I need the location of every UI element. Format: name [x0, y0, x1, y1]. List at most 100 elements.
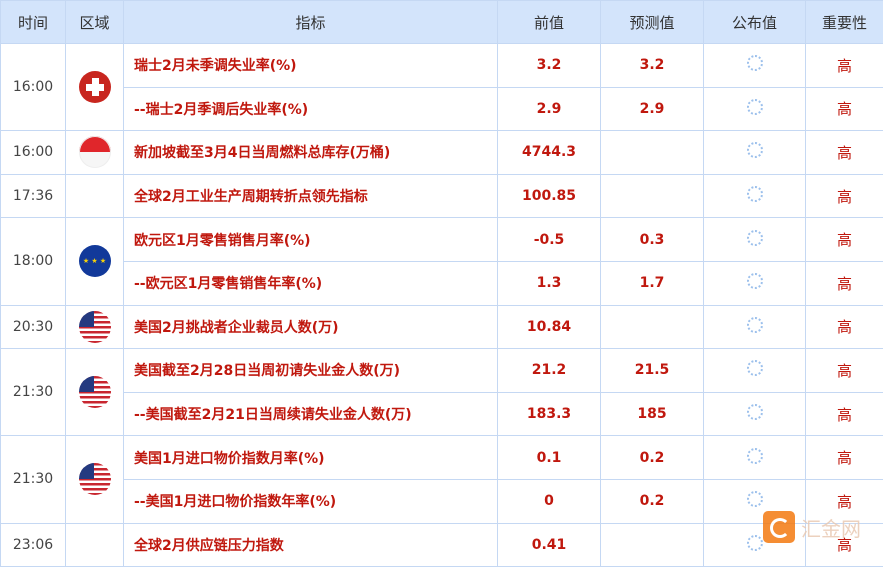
table-row[interactable]: --欧元区1月零售销售年率(%) 1.3 1.7 高: [1, 260, 883, 306]
time-cell: 17:36: [0, 173, 66, 219]
table-row[interactable]: 21:30 美国截至2月28日当周初请失业金人数(万) 21.2 21.5 高: [0, 348, 883, 437]
region-cell: [65, 304, 124, 350]
previous-value: 3.2: [497, 43, 601, 88]
watermark-brand: 汇金网: [801, 516, 861, 541]
loading-spinner-icon: [746, 491, 763, 508]
forecast-value: [600, 522, 704, 567]
table-row[interactable]: --瑞士2月季调后失业率(%) 2.9 2.9 高: [1, 86, 883, 132]
previous-value: 1.3: [497, 260, 601, 306]
indicator-cell[interactable]: 新加坡截至3月4日当周燃料总库存(万桶): [123, 130, 498, 175]
switzerland-flag-icon: [78, 71, 111, 104]
actual-value: [703, 304, 806, 350]
table-row[interactable]: 16:00 新加坡截至3月4日当周燃料总库存(万桶) 4744.3 高: [0, 130, 883, 175]
region-cell: [65, 435, 124, 524]
importance-cell: 高: [805, 304, 883, 350]
previous-value: 100.85: [497, 173, 601, 219]
actual-value: [703, 86, 806, 132]
previous-value: 4744.3: [497, 130, 601, 175]
loading-spinner-icon: [746, 316, 763, 333]
table-row[interactable]: 21:30 美国1月进口物价指数月率(%) 0.1 0.2 高: [0, 435, 883, 524]
time-cell: 16:00: [0, 130, 66, 175]
column-header: 时间: [0, 0, 66, 44]
loading-spinner-icon: [746, 98, 763, 115]
column-header: 指标: [123, 0, 498, 44]
loading-spinner-icon: [746, 360, 763, 377]
importance-cell: 高: [805, 86, 883, 132]
table-row[interactable]: --美国截至2月21日当周续请失业金人数(万) 183.3 185 高: [1, 391, 883, 437]
actual-value: [703, 173, 806, 219]
importance-cell: 高: [805, 435, 883, 480]
indicator-cell[interactable]: 欧元区1月零售销售月率(%): [123, 217, 498, 262]
forecast-value: 3.2: [600, 43, 704, 88]
actual-value: [703, 260, 806, 306]
time-cell: 16:00: [0, 42, 66, 132]
table-row[interactable]: 18:00 ★ ★ ★ 欧元区1月零售销售月率(%) -0.5 0.3 高: [0, 217, 883, 306]
table-row[interactable]: 16:00 瑞士2月未季调失业率(%) 3.2 3.2 高: [0, 42, 883, 132]
eu-flag-icon: ★ ★ ★: [78, 245, 111, 278]
importance-cell: 高: [805, 478, 883, 524]
time-cell: 18:00: [0, 217, 66, 306]
table-row[interactable]: --美国1月进口物价指数年率(%) 0 0.2 高: [1, 478, 883, 524]
gold678-logo-icon: [763, 511, 795, 543]
time-cell: 23:06: [0, 522, 66, 567]
table-row[interactable]: 17:36 全球2月工业生产周期转折点领先指标 100.85 高: [0, 173, 883, 219]
column-header: 区域: [65, 0, 124, 44]
forecast-value: [600, 173, 704, 219]
indicator-cell[interactable]: 美国1月进口物价指数月率(%): [123, 435, 498, 480]
indicator-cell[interactable]: --美国1月进口物价指数年率(%): [123, 478, 498, 524]
usa-flag-icon: [78, 310, 111, 343]
previous-value: 0.41: [497, 522, 601, 567]
importance-cell: 高: [805, 217, 883, 262]
forecast-value: 0.2: [600, 478, 704, 524]
actual-value: [703, 391, 806, 437]
forecast-value: 2.9: [600, 86, 704, 132]
indicator-cell[interactable]: --美国截至2月21日当周续请失业金人数(万): [123, 391, 498, 437]
region-cell: [65, 173, 124, 219]
time-cell: 21:30: [0, 348, 66, 437]
previous-value: -0.5: [497, 217, 601, 262]
indicator-cell[interactable]: --欧元区1月零售销售年率(%): [123, 260, 498, 306]
importance-cell: 高: [805, 391, 883, 437]
forecast-value: 21.5: [600, 348, 704, 393]
region-cell: [65, 522, 124, 567]
previous-value: 21.2: [497, 348, 601, 393]
actual-value: [703, 522, 806, 567]
table-row[interactable]: 23:06 全球2月供应链压力指数 0.41 高: [0, 522, 883, 567]
actual-value: [703, 348, 806, 393]
singapore-flag-icon: [78, 136, 111, 169]
actual-value: [703, 130, 806, 175]
indicator-cell[interactable]: 瑞士2月未季调失业率(%): [123, 43, 498, 88]
previous-value: 0: [497, 478, 601, 524]
indicator-cell[interactable]: 美国2月挑战者企业裁员人数(万): [123, 304, 498, 350]
region-cell: [65, 130, 124, 175]
indicator-cell[interactable]: 全球2月供应链压力指数: [123, 522, 498, 567]
indicator-cell[interactable]: --瑞士2月季调后失业率(%): [123, 86, 498, 132]
loading-spinner-icon: [746, 404, 763, 421]
time-cell: 21:30: [0, 435, 66, 524]
column-header: 公布值: [703, 0, 806, 44]
importance-cell: 高: [805, 348, 883, 393]
loading-spinner-icon: [746, 273, 763, 290]
importance-cell: 高: [805, 43, 883, 88]
table-row[interactable]: 20:30 美国2月挑战者企业裁员人数(万) 10.84 高: [0, 304, 883, 350]
actual-value: [703, 217, 806, 262]
importance-cell: 高: [805, 260, 883, 306]
importance-cell: 高: [805, 173, 883, 219]
loading-spinner-icon: [746, 55, 763, 72]
loading-spinner-icon: [746, 186, 763, 203]
region-cell: [65, 348, 124, 437]
loading-spinner-icon: [746, 229, 763, 246]
loading-spinner-icon: [746, 447, 763, 464]
indicator-cell[interactable]: 全球2月工业生产周期转折点领先指标: [123, 173, 498, 219]
previous-value: 2.9: [497, 86, 601, 132]
loading-spinner-icon: [746, 534, 763, 551]
forecast-value: 185: [600, 391, 704, 437]
forecast-value: 1.7: [600, 260, 704, 306]
indicator-cell[interactable]: 美国截至2月28日当周初请失业金人数(万): [123, 348, 498, 393]
forecast-value: 0.2: [600, 435, 704, 480]
previous-value: 183.3: [497, 391, 601, 437]
usa-flag-icon: [78, 376, 111, 409]
column-header: 重要性: [805, 0, 883, 44]
usa-flag-icon: [78, 463, 111, 496]
region-cell: [65, 42, 124, 132]
